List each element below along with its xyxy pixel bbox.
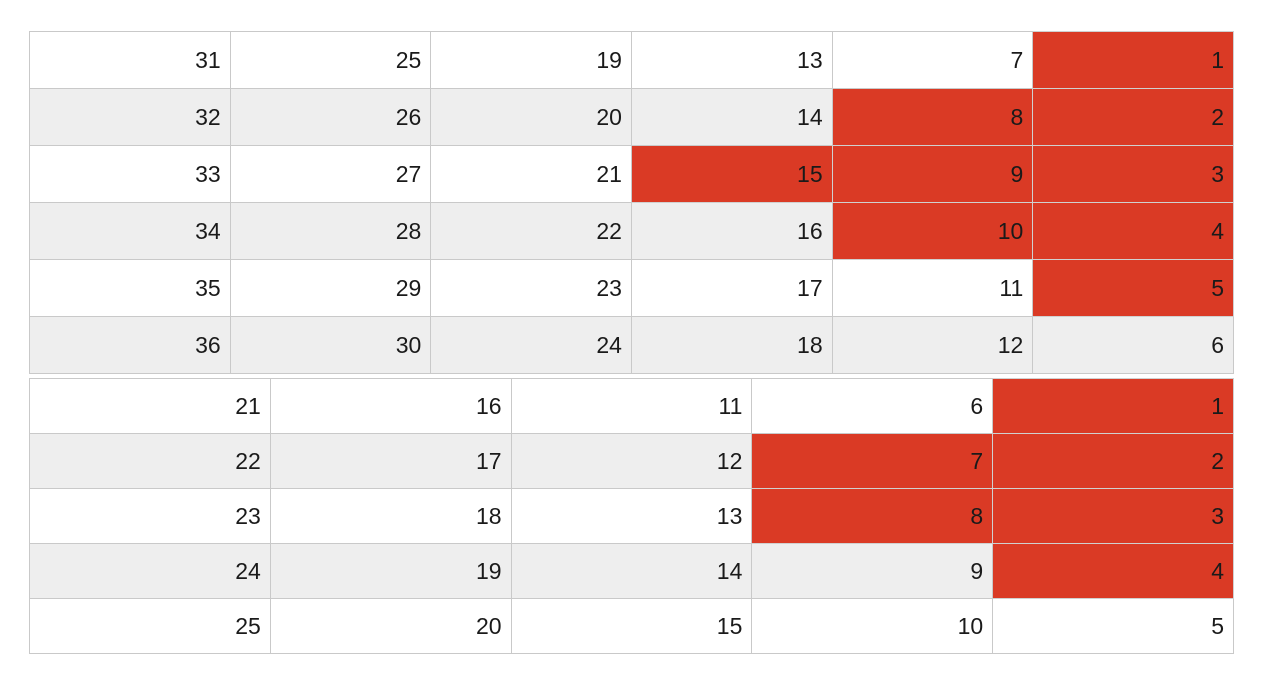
grid-cell[interactable]: 33 [29,145,231,203]
grid-cell[interactable]: 17 [630,259,833,317]
grid-cell[interactable]: 25 [29,598,271,654]
grid-cell[interactable]: 10 [831,202,1034,260]
grid-cell[interactable]: 13 [630,31,833,89]
grid-cell[interactable]: 3 [992,488,1234,544]
grid-cell[interactable]: 28 [229,202,432,260]
grid-row: 32 26 20 14 8 2 [29,88,1234,146]
grid-cell[interactable]: 25 [229,31,432,89]
grid-cell[interactable]: 4 [992,543,1234,599]
grid-cell[interactable]: 14 [630,88,833,146]
grid-row: 31 25 19 13 7 1 [29,31,1234,89]
grid-cell[interactable]: 24 [430,316,632,374]
grid-cell[interactable]: 24 [29,543,271,599]
grid-cell[interactable]: 6 [751,378,994,434]
grid-row: 35 29 23 17 11 5 [29,259,1234,317]
grid-cell[interactable]: 7 [831,31,1034,89]
grid-cell[interactable]: 16 [630,202,833,260]
grid-cell[interactable]: 23 [29,488,271,544]
grid-5x5-body: 21 16 11 6 1 22 17 12 7 2 23 18 13 8 3 24 19 14 9 4 25 20 15 10… [29,378,1234,654]
grid-cell[interactable]: 6 [1032,316,1234,374]
grid-row: 33 27 21 15 9 3 [29,145,1234,203]
grid-6x6: 31 25 19 13 7 1 32 26 20 14 8 2 33 27 21 15 9 3 34 28 22 16 10… [29,31,1234,374]
grid-cell[interactable]: 18 [630,316,833,374]
grid-cell[interactable]: 20 [430,88,632,146]
grid-cell[interactable]: 8 [751,488,994,544]
grid-cell[interactable]: 11 [831,259,1034,317]
grid-cell[interactable]: 4 [1032,202,1234,260]
grid-row: 23 18 13 8 3 [29,488,1234,544]
grid-cell[interactable]: 3 [1032,145,1234,203]
grid-row: 25 20 15 10 5 [29,598,1234,654]
grid-row: 22 17 12 7 2 [29,433,1234,489]
grid-cell[interactable]: 19 [430,31,632,89]
grid-row: 21 16 11 6 1 [29,378,1234,434]
grid-cell[interactable]: 2 [1032,88,1234,146]
grid-cell[interactable]: 10 [751,598,994,654]
grid-cell[interactable]: 21 [430,145,632,203]
grid-cell[interactable]: 1 [992,378,1234,434]
grid-row: 34 28 22 16 10 4 [29,202,1234,260]
grid-cell[interactable]: 12 [510,433,753,489]
grid-cell[interactable]: 13 [510,488,753,544]
grid-cell[interactable]: 30 [229,316,432,374]
grid-cell[interactable]: 16 [269,378,512,434]
grid-cell[interactable]: 15 [630,145,833,203]
grid-row: 36 30 24 18 12 6 [29,316,1234,374]
grid-cell[interactable]: 15 [510,598,753,654]
grid-cell[interactable]: 7 [751,433,994,489]
grid-6x6-body: 31 25 19 13 7 1 32 26 20 14 8 2 33 27 21 15 9 3 34 28 22 16 10… [29,31,1234,374]
grid-5x5: 21 16 11 6 1 22 17 12 7 2 23 18 13 8 3 24 19 14 9 4 25 20 15 10… [29,378,1234,654]
grid-cell[interactable]: 1 [1032,31,1234,89]
grid-cell[interactable]: 9 [831,145,1034,203]
grid-cell[interactable]: 12 [831,316,1034,374]
grid-row: 24 19 14 9 4 [29,543,1234,599]
grid-cell[interactable]: 34 [29,202,231,260]
grid-cell[interactable]: 5 [1032,259,1234,317]
grid-cell[interactable]: 8 [831,88,1034,146]
grid-cell[interactable]: 27 [229,145,432,203]
grid-cell[interactable]: 23 [430,259,632,317]
grid-cell[interactable]: 22 [29,433,271,489]
grid-cell[interactable]: 19 [269,543,512,599]
grid-cell[interactable]: 20 [269,598,512,654]
grid-cell[interactable]: 17 [269,433,512,489]
grid-cell[interactable]: 32 [29,88,231,146]
grid-cell[interactable]: 35 [29,259,231,317]
grid-cell[interactable]: 36 [29,316,231,374]
grid-cell[interactable]: 31 [29,31,231,89]
grid-cell[interactable]: 21 [29,378,271,434]
grid-cell[interactable]: 22 [430,202,632,260]
grid-cell[interactable]: 2 [992,433,1234,489]
grid-cell[interactable]: 5 [992,598,1234,654]
grid-cell[interactable]: 11 [510,378,753,434]
grid-cell[interactable]: 29 [229,259,432,317]
grid-cell[interactable]: 26 [229,88,432,146]
grid-cell[interactable]: 18 [269,488,512,544]
grid-cell[interactable]: 14 [510,543,753,599]
grid-cell[interactable]: 9 [751,543,994,599]
